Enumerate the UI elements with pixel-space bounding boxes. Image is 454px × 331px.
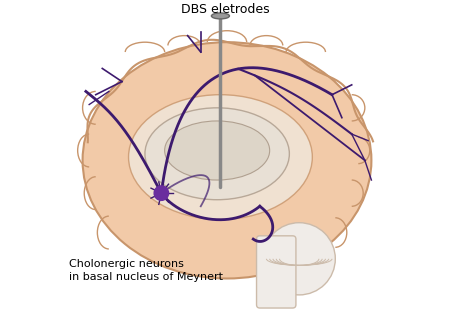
FancyBboxPatch shape <box>257 236 296 308</box>
Ellipse shape <box>165 121 270 180</box>
Ellipse shape <box>128 95 312 219</box>
Text: DBS eletrodes: DBS eletrodes <box>181 3 270 16</box>
Ellipse shape <box>212 13 229 19</box>
Ellipse shape <box>263 223 336 295</box>
Text: Cholonergic neurons
in basal nucleus of Meynert: Cholonergic neurons in basal nucleus of … <box>69 259 223 282</box>
Ellipse shape <box>83 42 371 278</box>
Ellipse shape <box>145 108 289 200</box>
Circle shape <box>154 186 168 200</box>
